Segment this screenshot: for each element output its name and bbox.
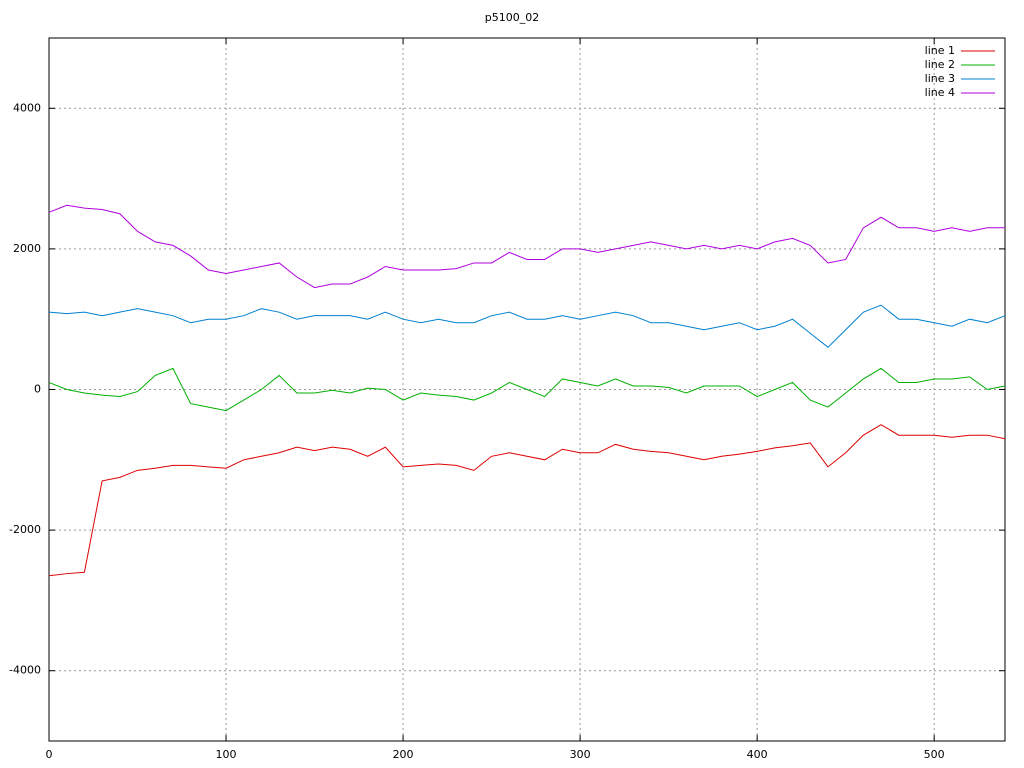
y-tick-label: 2000	[13, 242, 41, 255]
y-tick-label: 4000	[13, 101, 41, 114]
y-tick-label: -4000	[9, 664, 41, 677]
legend-label: line 2	[925, 58, 955, 71]
x-tick-label: 300	[570, 748, 591, 761]
plot-frame	[48, 37, 1006, 742]
chart-title: p5100_02	[485, 11, 539, 24]
legend-label: line 4	[925, 86, 955, 99]
y-tick-label: -2000	[9, 523, 41, 536]
x-tick-label: 100	[216, 748, 237, 761]
legend-label: line 1	[925, 44, 955, 57]
data-line	[48, 367, 1006, 412]
legend-label: line 3	[925, 72, 955, 85]
x-tick-label: 400	[747, 748, 768, 761]
x-tick-label: 200	[393, 748, 414, 761]
data-line	[48, 204, 1005, 289]
data-line	[48, 424, 1006, 577]
x-tick-label: 0	[46, 748, 53, 761]
data-line	[48, 304, 1006, 348]
x-tick-label: 500	[924, 748, 945, 761]
y-tick-label: 0	[34, 383, 41, 396]
